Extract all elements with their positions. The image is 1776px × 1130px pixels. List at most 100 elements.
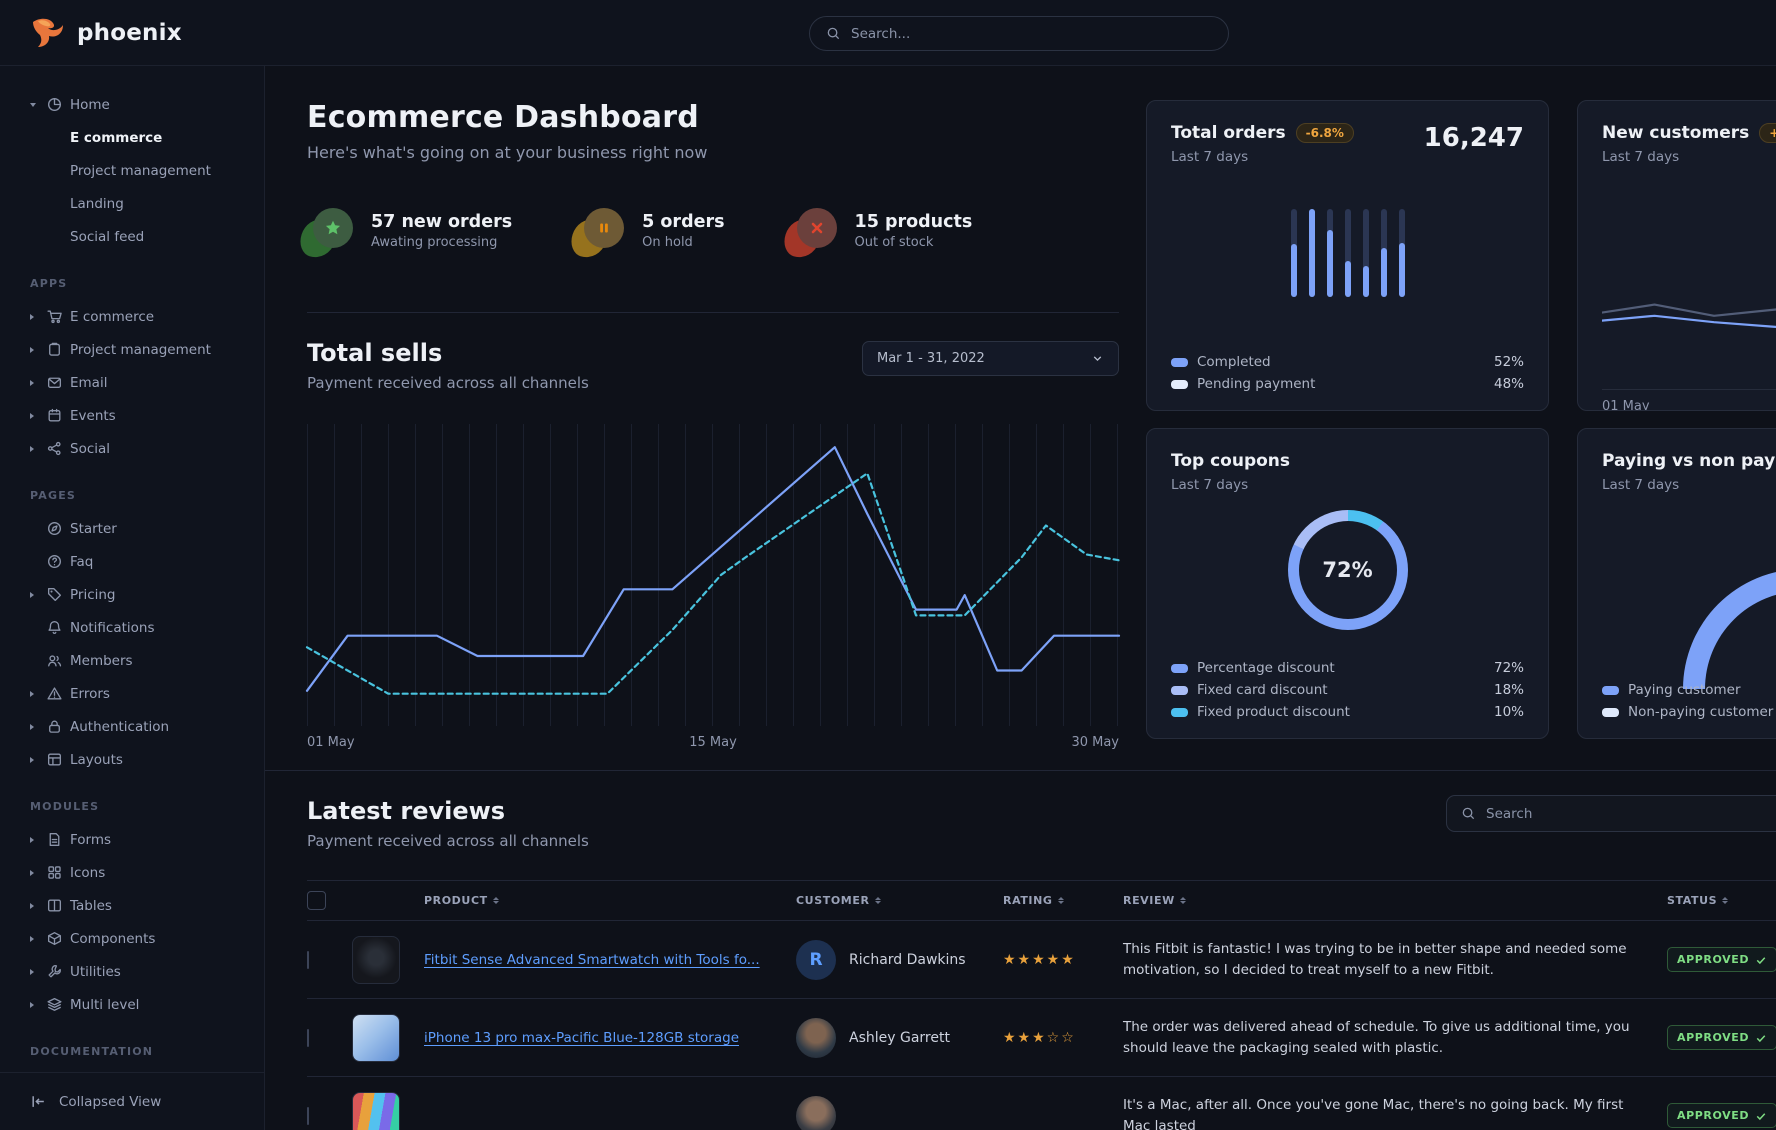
sidebar-item-forms[interactable]: Forms — [0, 823, 264, 856]
sort-icon — [1180, 897, 1186, 904]
sidebar-item-label: Errors — [70, 685, 110, 702]
page-subtitle: Here's what's going on at your business … — [307, 143, 708, 162]
chevron-down-icon — [1091, 352, 1104, 365]
product-link[interactable]: Fitbit Sense Advanced Smartwatch with To… — [424, 951, 760, 968]
card-total-orders: Total orders -6.8% Last 7 days 16,247 Co… — [1146, 100, 1549, 411]
sidebar-item-label: Components — [70, 930, 156, 947]
sidebar-item-layouts[interactable]: Layouts — [0, 743, 264, 776]
legend-value: 48% — [1493, 376, 1524, 392]
sidebar-item-pricing[interactable]: Pricing — [0, 578, 264, 611]
reviews-search[interactable] — [1446, 795, 1776, 832]
box-icon — [46, 930, 70, 947]
review-text: This Fitbit is fantastic! I was trying t… — [1123, 940, 1627, 978]
row-checkbox[interactable] — [307, 1028, 309, 1047]
bar — [1326, 209, 1333, 297]
caret-right-icon — [30, 592, 46, 598]
col-status[interactable]: STATUS — [1667, 894, 1776, 907]
file-text-icon — [46, 831, 70, 848]
axis-label: 01 May — [1602, 399, 1650, 411]
legend-label: Pending payment — [1197, 376, 1316, 392]
calendar-icon — [46, 407, 70, 424]
row-checkbox[interactable] — [307, 1106, 309, 1125]
select-all-checkbox[interactable] — [307, 891, 326, 910]
sidebar-item-social[interactable]: Social — [0, 432, 264, 465]
row-checkbox[interactable] — [307, 950, 309, 969]
sidebar-item-members[interactable]: Members — [0, 644, 264, 677]
product-link[interactable]: iPhone 13 pro max-Pacific Blue-128GB sto… — [424, 1029, 739, 1046]
sidebar-item-email[interactable]: Email — [0, 366, 264, 399]
avatar: R — [796, 939, 836, 980]
sidebar-section-label: MODULES — [30, 800, 100, 813]
col-customer[interactable]: CUSTOMER — [796, 894, 979, 907]
sidebar-item-faq[interactable]: Faq — [0, 545, 264, 578]
caret-right-icon — [30, 837, 46, 843]
caret-right-icon — [30, 380, 46, 386]
warning-triangle-icon — [46, 685, 70, 702]
search-icon — [1461, 806, 1476, 821]
reviews-search-input[interactable] — [1486, 805, 1771, 822]
sidebar-item-e-commerce[interactable]: E commerce — [0, 300, 264, 333]
caret-right-icon — [30, 903, 46, 909]
navbar-search-input[interactable] — [851, 25, 1212, 42]
clipboard-icon — [46, 341, 70, 358]
product-thumbnail[interactable] — [352, 1091, 400, 1130]
sidebar-item-authentication[interactable]: Authentication — [0, 710, 264, 743]
caret-right-icon — [30, 1002, 46, 1008]
product-thumbnail[interactable] — [352, 935, 400, 984]
sidebar-item-multi-level[interactable]: Multi level — [0, 988, 264, 1021]
product-thumbnail[interactable] — [352, 1013, 400, 1062]
sidebar-item-icons[interactable]: Icons — [0, 856, 264, 889]
card-period: Last 7 days — [1602, 477, 1680, 493]
top-navbar: phoenix — [0, 0, 1776, 66]
sidebar-item-tables[interactable]: Tables — [0, 889, 264, 922]
date-range-select[interactable]: Mar 1 - 31, 2022 — [862, 341, 1119, 376]
bar — [1290, 209, 1297, 297]
brand[interactable]: phoenix — [30, 16, 182, 50]
sidebar-item-notifications[interactable]: Notifications — [0, 611, 264, 644]
legend-swatch — [1171, 707, 1188, 717]
sidebar-item-home[interactable]: Home — [0, 88, 264, 121]
columns-icon — [46, 897, 70, 914]
legend-label: Percentage discount — [1197, 660, 1335, 676]
sidebar-item-label: Email — [70, 374, 108, 391]
reviews-table: PRODUCT CUSTOMER RATING REVIEW STATUS Fi… — [307, 880, 1776, 1130]
layout-icon — [46, 751, 70, 768]
sidebar-item-errors[interactable]: Errors — [0, 677, 264, 710]
phoenix-logo-icon — [30, 16, 66, 50]
col-review[interactable]: REVIEW — [1123, 894, 1643, 907]
col-rating[interactable]: RATING — [1003, 894, 1099, 907]
sidebar-item-project-management[interactable]: Project management — [70, 162, 211, 179]
sidebar-item-label: Social — [70, 440, 111, 457]
paying-legend: Paying customer Non-paying customer — [1602, 682, 1776, 720]
caret-right-icon — [30, 724, 46, 730]
wrench-icon — [46, 963, 70, 980]
table-header: PRODUCT CUSTOMER RATING REVIEW STATUS — [307, 880, 1776, 920]
cart-icon — [46, 308, 70, 325]
sidebar-item-e-commerce[interactable]: E commerce — [70, 129, 163, 146]
collapsed-view-toggle[interactable]: Collapsed View — [0, 1072, 264, 1130]
divider — [307, 312, 1119, 313]
sidebar-item-events[interactable]: Events — [0, 399, 264, 432]
trend-badge: +26.5% — [1759, 123, 1776, 143]
col-product[interactable]: PRODUCT — [424, 894, 772, 907]
total-sells-subtitle: Payment received across all channels — [307, 374, 589, 392]
home-children: E commerce Project management Landing Socia… — [0, 121, 264, 253]
card-title: New customers — [1602, 123, 1750, 143]
navbar-search[interactable] — [809, 16, 1229, 51]
sidebar-item-utilities[interactable]: Utilities — [0, 955, 264, 988]
total-orders-value: 16,247 — [1423, 123, 1524, 153]
sidebar-item-social-feed[interactable]: Social feed — [70, 228, 145, 245]
stat-caption: Awating processing — [371, 235, 498, 250]
sidebar-item-components[interactable]: Components — [0, 922, 264, 955]
sidebar-section-label: DOCUMENTATION — [30, 1045, 154, 1058]
orders-legend: Completed 52% Pending payment 48% — [1171, 354, 1524, 392]
sidebar-item-landing[interactable]: Landing — [70, 195, 124, 212]
card-period: Last 7 days — [1602, 149, 1680, 165]
sidebar-item-starter[interactable]: Starter — [0, 512, 264, 545]
sidebar-item-project-management[interactable]: Project management — [0, 333, 264, 366]
sidebar-item-label: Members — [70, 652, 133, 669]
compass-icon — [46, 520, 70, 537]
legend-swatch — [1171, 379, 1188, 389]
table-row: iPhone 13 pro max-Pacific Blue-128GB sto… — [307, 998, 1776, 1076]
table-row: Fitbit Sense Advanced Smartwatch with To… — [307, 920, 1776, 998]
